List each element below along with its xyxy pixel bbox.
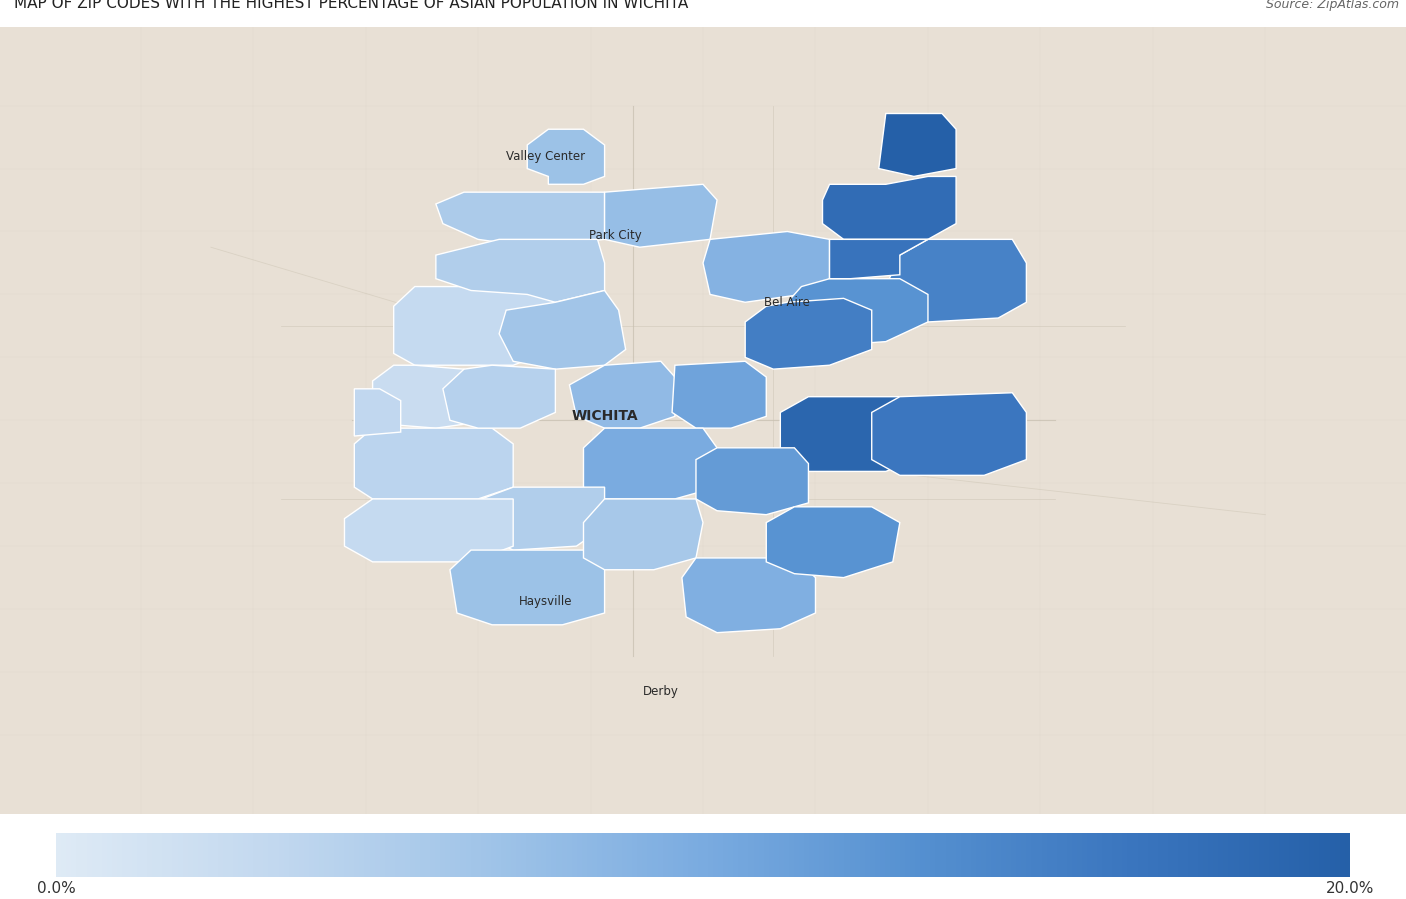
Polygon shape bbox=[354, 388, 401, 436]
Polygon shape bbox=[527, 129, 605, 184]
Text: Source: ZipAtlas.com: Source: ZipAtlas.com bbox=[1265, 0, 1399, 12]
Polygon shape bbox=[682, 558, 815, 633]
Text: Haysville: Haysville bbox=[519, 595, 572, 608]
Polygon shape bbox=[583, 499, 703, 570]
Polygon shape bbox=[373, 365, 492, 428]
Polygon shape bbox=[879, 113, 956, 176]
Polygon shape bbox=[450, 550, 605, 625]
Polygon shape bbox=[394, 287, 555, 365]
Polygon shape bbox=[569, 361, 675, 428]
Polygon shape bbox=[696, 448, 808, 514]
Polygon shape bbox=[605, 184, 717, 247]
Polygon shape bbox=[703, 232, 830, 302]
Polygon shape bbox=[583, 428, 717, 499]
Polygon shape bbox=[787, 279, 928, 345]
Polygon shape bbox=[499, 290, 626, 369]
Text: Park City: Park City bbox=[589, 229, 643, 242]
Polygon shape bbox=[830, 239, 928, 279]
Text: Derby: Derby bbox=[643, 685, 679, 699]
Polygon shape bbox=[780, 396, 928, 471]
Polygon shape bbox=[344, 499, 513, 562]
Polygon shape bbox=[436, 192, 605, 247]
Polygon shape bbox=[886, 239, 1026, 322]
Text: Valley Center: Valley Center bbox=[506, 150, 585, 164]
Text: Bel Aire: Bel Aire bbox=[765, 296, 810, 308]
Polygon shape bbox=[872, 393, 1026, 476]
Polygon shape bbox=[471, 487, 605, 550]
Polygon shape bbox=[766, 507, 900, 578]
Polygon shape bbox=[745, 298, 872, 369]
Text: MAP OF ZIP CODES WITH THE HIGHEST PERCENTAGE OF ASIAN POPULATION IN WICHITA: MAP OF ZIP CODES WITH THE HIGHEST PERCEN… bbox=[14, 0, 689, 12]
Polygon shape bbox=[823, 176, 956, 239]
Polygon shape bbox=[672, 361, 766, 428]
Polygon shape bbox=[354, 428, 513, 499]
Polygon shape bbox=[436, 239, 605, 302]
Polygon shape bbox=[443, 365, 555, 428]
Text: WICHITA: WICHITA bbox=[571, 409, 638, 423]
